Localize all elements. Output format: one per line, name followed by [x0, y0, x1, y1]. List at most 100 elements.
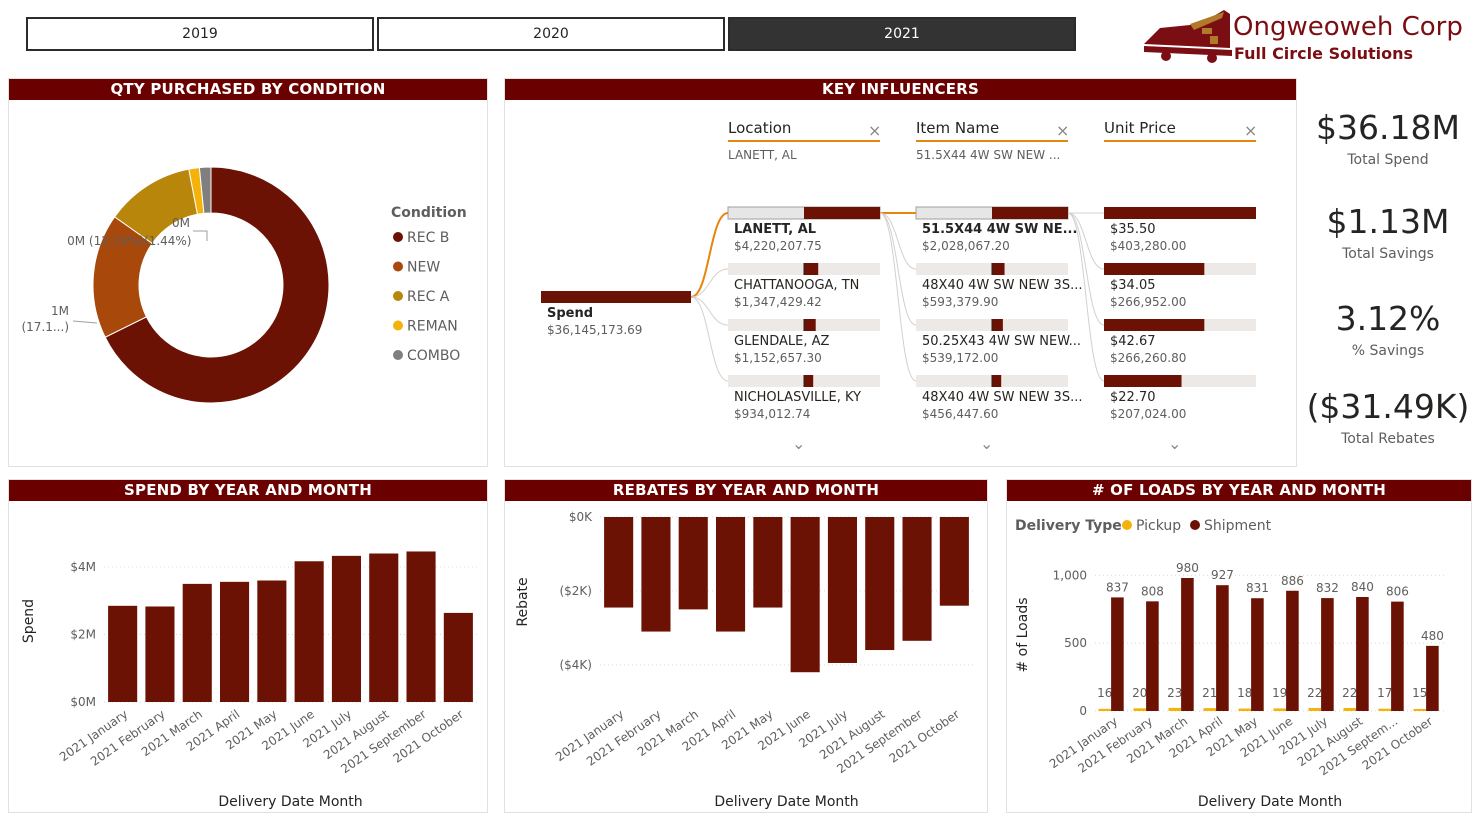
key-influencers-panel: KEY INFLUENCERS Spend $36,145,173.69 Locat… — [504, 78, 1297, 467]
kpi-total-savings: $1.13M Total Savings — [1300, 202, 1476, 262]
node-value: $2,028,067.20 — [922, 239, 1010, 253]
node-label[interactable]: 48X40 4W SW NEW 3S... — [922, 390, 1083, 405]
y-axis-title: Rebate — [515, 577, 531, 626]
bar — [902, 517, 932, 641]
bar — [369, 553, 399, 702]
bar — [604, 517, 634, 608]
bar — [865, 517, 895, 651]
kpi-value: $1.13M — [1326, 202, 1450, 241]
node-value: $456,447.60 — [922, 407, 999, 421]
value-bar — [1104, 375, 1182, 387]
expand-chevron-icon[interactable]: ⌄ — [792, 434, 806, 453]
node-label[interactable]: $35.50 — [1110, 222, 1156, 237]
loads-by-month-panel: # OF LOADS BY YEAR AND MONTH 0 500 1,000 16… — [1006, 479, 1472, 813]
kpi-value: ($31.49K) — [1306, 387, 1470, 426]
expand-chevron-icon[interactable]: ⌄ — [1168, 434, 1182, 453]
panel-title: REBATES BY YEAR AND MONTH — [505, 480, 987, 501]
node-label[interactable]: 48X40 4W SW NEW 3S... — [922, 278, 1083, 293]
kpi-value: $36.18M — [1316, 108, 1460, 147]
x-axis-title: Delivery Date Month — [1198, 794, 1342, 810]
y-tick-label: ($2K) — [559, 584, 592, 598]
bar-shipment — [1251, 598, 1264, 711]
column-header-unit-price: Unit Price — [1104, 119, 1256, 142]
node-label[interactable]: $42.67 — [1110, 334, 1156, 349]
bar — [827, 517, 857, 663]
column-header-item-name: Item Name — [916, 119, 1068, 142]
node-label[interactable]: $34.05 — [1110, 278, 1156, 293]
node-value: $1,152,657.30 — [734, 351, 822, 365]
node-label[interactable]: CHATTANOOGA, TN — [734, 278, 860, 293]
donut-data-label: 0M (12.19%) — [67, 234, 144, 248]
bar-pickup — [1273, 708, 1287, 711]
data-label: 837 — [1106, 580, 1129, 594]
leader-line — [72, 320, 98, 324]
data-label: 927 — [1211, 568, 1234, 582]
legend-title: Delivery Type — [1015, 518, 1122, 534]
kpi-total-spend: $36.18M Total Spend — [1300, 108, 1476, 168]
node-label[interactable]: 51.5X44 4W SW NE... — [922, 222, 1078, 237]
legend-item: COMBO — [407, 348, 460, 364]
year-2019-button[interactable]: 2019 — [26, 17, 374, 51]
data-label: 15 — [1412, 686, 1427, 700]
node-label[interactable]: $22.70 — [1110, 390, 1156, 405]
year-2020-button[interactable]: 2020 — [377, 17, 725, 51]
value-bar — [992, 375, 1002, 387]
column-header-location: Location — [728, 119, 880, 142]
bar — [716, 517, 746, 632]
y-tick-label: 500 — [1064, 636, 1087, 650]
kpi-label: Total Spend — [1347, 152, 1429, 168]
bar-pickup — [1203, 708, 1217, 711]
node-label[interactable]: LANETT, AL — [734, 222, 817, 237]
data-label: 886 — [1281, 574, 1304, 588]
expand-chevron-icon[interactable]: ⌄ — [980, 434, 994, 453]
remove-level-icon[interactable]: × — [1056, 121, 1070, 140]
kpi-label: % Savings — [1351, 343, 1425, 359]
kpi-value: 3.12% — [1335, 299, 1441, 338]
bar — [294, 561, 324, 702]
donut-data-label: 1M (17.1...) — [21, 304, 69, 334]
bar — [406, 551, 436, 702]
company-logo: Ongweoweh Corp Full Circle Solutions — [1140, 4, 1476, 66]
spend-by-month-panel: SPEND BY YEAR AND MONTH $0M $2M $4M 2021 Ja… — [8, 479, 488, 813]
remove-level-icon[interactable]: × — [868, 121, 882, 140]
x-axis-title: Delivery Date Month — [714, 794, 858, 810]
legend-marker — [393, 261, 403, 272]
value-bar — [804, 319, 816, 331]
donut-data-label: 0M — [172, 216, 190, 230]
legend-marker — [393, 291, 403, 301]
node-value: $266,952.00 — [1110, 295, 1187, 309]
node-value: $593,379.90 — [922, 295, 999, 309]
bar-shipment — [1181, 578, 1194, 711]
bar-shipment — [1286, 590, 1299, 711]
remove-level-icon[interactable]: × — [1244, 121, 1258, 140]
node-value: $403,280.00 — [1110, 239, 1187, 253]
node-value: $539,172.00 — [922, 351, 999, 365]
kpi-total-rebates: ($31.49K) Total Rebates — [1300, 387, 1476, 447]
node-value: $934,012.74 — [734, 407, 811, 421]
node-label[interactable]: 50.25X43 4W SW NEW... — [922, 334, 1081, 349]
y-axis-title: # of Loads — [1015, 597, 1031, 672]
logo-tagline: Full Circle Solutions — [1234, 44, 1413, 63]
data-label: 23 — [1167, 686, 1182, 700]
y-tick-label: $4M — [70, 560, 96, 574]
y-axis-title: Spend — [21, 599, 37, 643]
data-label: 21 — [1202, 686, 1217, 700]
bar-pickup — [1133, 708, 1147, 711]
legend-item: REC A — [407, 289, 450, 305]
logo-name: Ongweoweh Corp — [1233, 12, 1463, 42]
bar-pickup — [1238, 708, 1252, 711]
y-tick-label: 1,000 — [1053, 568, 1087, 582]
value-bar — [992, 319, 1003, 331]
legend-item: Pickup — [1136, 518, 1181, 534]
bar — [331, 555, 361, 702]
node-label[interactable]: NICHOLASVILLE, KY — [734, 390, 862, 405]
y-tick-label: $0K — [569, 510, 593, 524]
tree-connector — [879, 212, 917, 326]
node-value: $1,347,429.42 — [734, 295, 822, 309]
legend-item: NEW — [407, 260, 440, 276]
node-label[interactable]: GLENDALE, AZ — [734, 334, 830, 349]
legend-item: Shipment — [1204, 518, 1272, 534]
year-2021-button[interactable]: 2021 — [728, 17, 1076, 51]
bar-pickup — [1343, 708, 1357, 711]
